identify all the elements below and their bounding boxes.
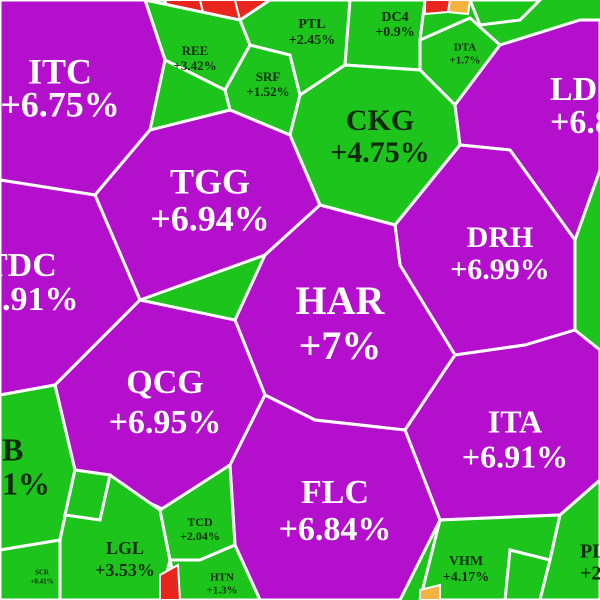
cell-label: PL [580, 541, 600, 563]
cell-label: TCD [187, 515, 213, 529]
cell-change: +1.3% [206, 585, 237, 597]
cell-label: PTL [298, 17, 325, 32]
cell [159, 563, 182, 600]
cell-label: DRH [467, 221, 534, 254]
cell-label: QCG [126, 364, 203, 401]
cell-change: +1.7% [449, 55, 480, 67]
cell-label: LGL [106, 538, 144, 558]
cell-label: VHM [449, 554, 483, 569]
cell-change: +3.42% [173, 58, 216, 73]
cell-label: SCR [35, 569, 50, 577]
cell-change: 5.91% [0, 281, 79, 318]
cell-label: TDC [0, 247, 57, 284]
cell [446, 0, 472, 16]
cell-label: SRF [256, 69, 281, 84]
cell-label: HAR [296, 278, 386, 323]
labels: ITC+6.75%TGG+6.94%CKG+4.75%LD+6.85DRH+6.… [0, 10, 600, 596]
cell-change: 1% [2, 465, 50, 501]
cell-label: ITA [488, 403, 543, 439]
cell-label: LD [550, 71, 597, 108]
cell-change: +6.75% [0, 84, 120, 124]
cell-change: +7% [299, 323, 382, 368]
cell-label: DTA [454, 42, 476, 54]
cell-change: +2.45% [289, 33, 335, 48]
cell-change: +0.41% [30, 578, 53, 586]
cell [419, 583, 441, 600]
cell-change: +6.95% [109, 404, 222, 441]
cell-label: DC4 [381, 10, 408, 25]
cell-change: +4.75% [330, 136, 430, 169]
cell-change: +0.9% [375, 25, 414, 40]
cell-label: REE [182, 43, 209, 58]
cell-change: +2.04% [180, 529, 220, 543]
cell-label: HTN [210, 572, 234, 584]
cell-change: +6.84% [279, 511, 392, 548]
cell [63, 468, 112, 522]
cell-label: CKG [346, 104, 414, 137]
cell [424, 0, 452, 16]
cell [468, 0, 543, 27]
cell-change: +4.17% [443, 570, 489, 585]
cell [538, 478, 600, 600]
cell-label: ITC [28, 51, 92, 91]
cell-label: B [2, 431, 23, 467]
cell-change: +2. [580, 563, 600, 585]
cell [503, 548, 552, 600]
cell-change: +6.94% [150, 198, 270, 238]
cell-change: +6.85 [550, 104, 600, 141]
cell-change: +1.52% [246, 84, 289, 99]
cell [0, 538, 62, 600]
cell-change: +6.91% [462, 438, 568, 474]
cell-label: FLC [301, 474, 369, 511]
cell-label: TGG [170, 161, 250, 201]
cell-change: +3.53% [95, 560, 155, 580]
cell-change: +6.99% [450, 253, 550, 286]
